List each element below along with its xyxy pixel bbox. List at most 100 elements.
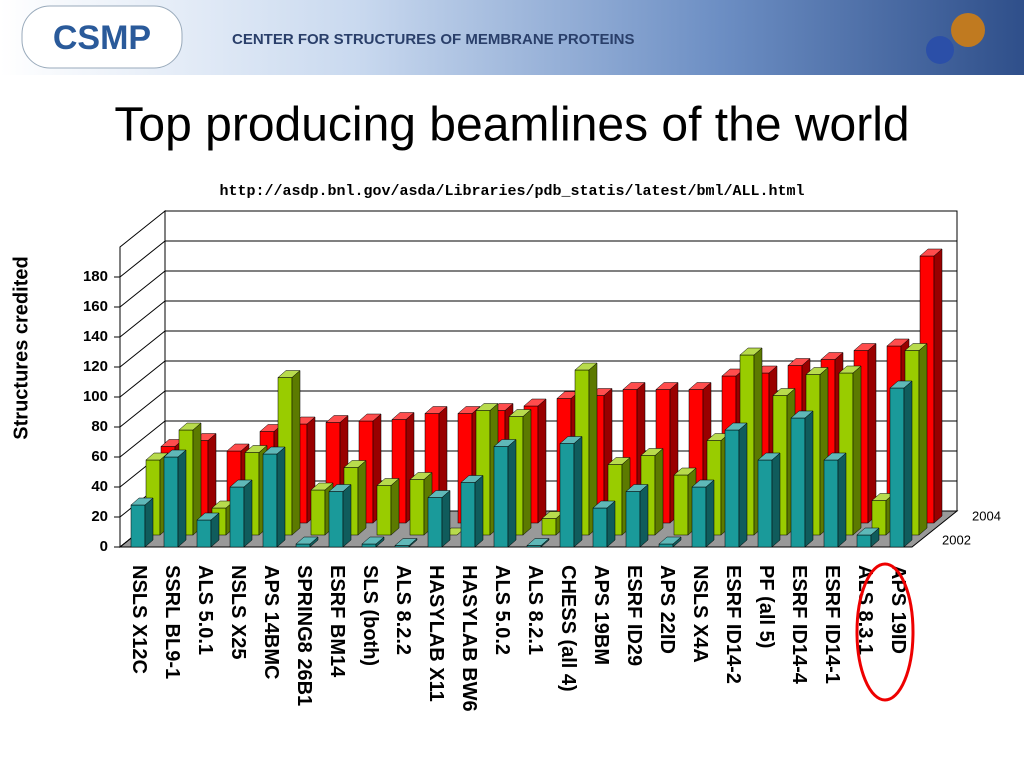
bar-top — [295, 536, 319, 545]
x-tick-label: ALS 5.0.1 — [194, 565, 216, 655]
bar — [196, 512, 220, 548]
bar-top — [391, 412, 415, 420]
bar-side — [441, 489, 451, 548]
y-tick-label: 0 — [100, 538, 108, 555]
bar — [625, 483, 649, 548]
x-tick-label: CHESS (all 4) — [557, 565, 579, 692]
bar-top — [376, 478, 400, 486]
x-tick-label: ESRF ID29 — [623, 565, 645, 666]
bar-front — [625, 491, 641, 548]
bar — [394, 537, 418, 548]
bar — [229, 479, 253, 548]
bar — [427, 489, 451, 548]
bar-top — [358, 413, 382, 422]
bar-top — [805, 367, 829, 375]
bar-top — [526, 538, 550, 546]
bar-top — [640, 448, 664, 456]
logo: CSMP — [53, 19, 151, 57]
bar-top — [361, 536, 385, 545]
x-tick-label: ESRF BM14 — [326, 565, 348, 678]
y-tick-label: 20 — [91, 508, 108, 525]
bar-top — [622, 382, 646, 390]
bar-front — [691, 486, 707, 548]
bar-top — [820, 352, 844, 360]
bar-top — [328, 484, 352, 492]
bar — [757, 452, 781, 548]
bar-top — [625, 484, 649, 492]
bar-top — [508, 409, 532, 417]
bar — [889, 380, 913, 548]
x-tick-label: NSLS X12C — [128, 565, 150, 674]
depth-label: 2004 — [972, 508, 1001, 523]
y-tick-label: 160 — [83, 298, 108, 315]
y-tick-label: 80 — [91, 418, 108, 435]
bar-side — [804, 410, 814, 548]
bar-top — [658, 536, 682, 545]
bar-top — [523, 398, 547, 407]
bar-top — [559, 436, 583, 444]
bar-front — [409, 479, 425, 536]
bar-side — [933, 248, 943, 524]
bar-side — [537, 398, 547, 524]
bar-top — [145, 452, 169, 461]
bar-front — [592, 507, 608, 548]
x-tick-label: APS 19BM — [590, 565, 612, 665]
bar-front — [295, 543, 311, 548]
bar-side — [606, 500, 616, 548]
bar-front — [559, 443, 575, 548]
bar-front — [856, 534, 872, 548]
x-tick-label: HASYLAB X11 — [425, 565, 447, 702]
bar-front — [460, 482, 476, 548]
highlight-circle — [855, 562, 915, 702]
bar-top — [457, 406, 481, 414]
bar — [460, 474, 484, 548]
bar-front — [493, 446, 509, 548]
y-axis-label: Structures credited — [10, 256, 32, 439]
grid-line — [119, 330, 166, 368]
x-tick-label: APS 14BMC — [260, 565, 282, 679]
bar-side — [357, 459, 367, 536]
bar-top — [178, 422, 202, 431]
bar — [295, 536, 319, 548]
bar-front — [724, 429, 740, 548]
bar-side — [573, 435, 583, 548]
bar-side — [852, 365, 862, 536]
bar-front — [673, 474, 689, 536]
grid-line — [119, 270, 166, 308]
x-tick-label: ESRF ID14-4 — [788, 565, 810, 685]
grid-line — [119, 300, 166, 338]
x-tick-label: APS 19ID — [887, 565, 909, 654]
bar-top — [262, 446, 286, 455]
decor-ball — [926, 36, 954, 64]
bar-top — [394, 538, 418, 546]
bar-front — [658, 543, 674, 548]
bar-top — [790, 410, 814, 419]
bar-front — [790, 417, 806, 548]
bar-front — [361, 543, 377, 548]
bar — [361, 536, 385, 548]
bar-front — [229, 486, 245, 548]
bar-top — [592, 500, 616, 509]
y-tick-label: 120 — [83, 358, 108, 375]
source-url: http://asdp.bnl.gov/asda/Libraries/pdb_s… — [219, 183, 804, 200]
bar-top — [427, 490, 451, 498]
bar-top — [607, 457, 631, 465]
bar-top — [475, 403, 499, 411]
bar-top — [838, 365, 862, 374]
bar-top — [310, 482, 334, 491]
bar-side — [771, 452, 781, 548]
bar-side — [867, 342, 877, 524]
bar-side — [738, 422, 748, 548]
bar-top — [691, 479, 715, 488]
bar-side — [243, 479, 253, 548]
x-tick-label: SLS (both) — [359, 565, 381, 666]
grid-line — [119, 420, 166, 458]
bar-front — [310, 489, 326, 536]
bar — [130, 497, 154, 548]
bar-top — [739, 347, 763, 356]
bar — [790, 410, 814, 548]
bar-side — [390, 477, 400, 536]
y-tick-label: 100 — [83, 388, 108, 405]
bar-side — [705, 479, 715, 548]
